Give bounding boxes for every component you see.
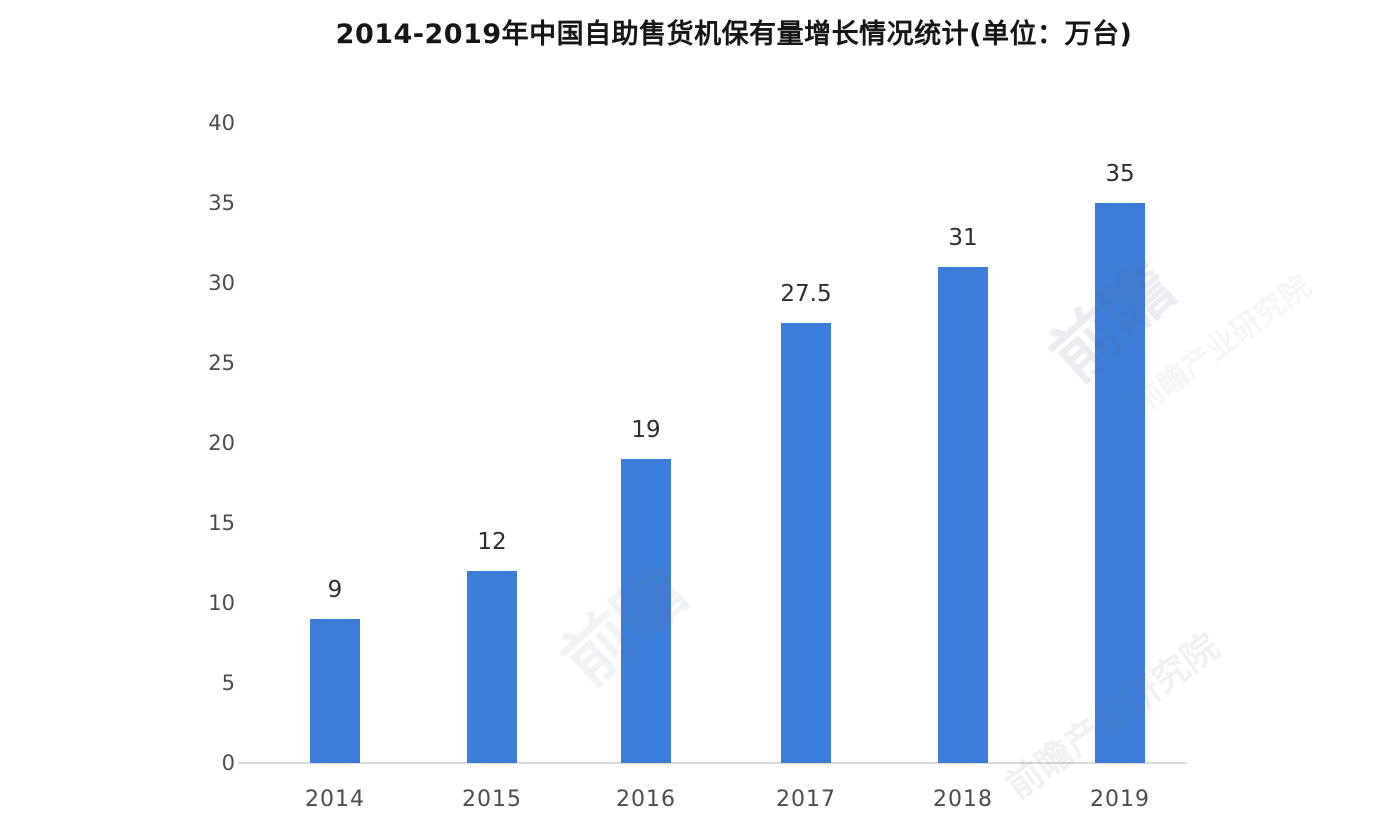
bar-value-label: 35: [1105, 161, 1135, 187]
y-axis-tick-label: 25: [208, 351, 235, 375]
x-axis-category-label: 2018: [933, 787, 993, 812]
watermark: 前瞻产业研究院: [1126, 268, 1318, 421]
bar-value-label: 12: [477, 529, 507, 555]
x-axis-category-label: 2019: [1090, 787, 1150, 812]
bar-2014: [310, 619, 360, 763]
x-axis-category-label: 2016: [616, 787, 676, 812]
y-axis-tick-label: 30: [208, 271, 235, 295]
y-axis-tick-label: 35: [208, 191, 235, 215]
bar-value-label: 9: [327, 577, 343, 603]
bar-2017: [781, 323, 831, 763]
x-axis-category-label: 2017: [776, 787, 836, 812]
watermark: 前瞻: [536, 539, 703, 704]
bar-2018: [938, 267, 988, 763]
x-axis-category-label: 2015: [462, 787, 522, 812]
x-axis-category-label: 2014: [305, 787, 365, 812]
y-axis-tick-label: 0: [221, 751, 235, 775]
y-axis-tick-label: 40: [208, 111, 235, 135]
y-axis-tick-label: 15: [208, 511, 235, 535]
bar-2015: [467, 571, 517, 763]
bar-value-label: 27.5: [780, 281, 832, 307]
y-axis-tick-label: 10: [208, 591, 235, 615]
bar-value-label: 19: [631, 417, 661, 443]
bar-2016: [621, 459, 671, 763]
y-axis-tick-label: 5: [221, 671, 235, 695]
x-axis-line: [238, 762, 1187, 764]
bar-2019: [1095, 203, 1145, 763]
y-axis-tick-label: 20: [208, 431, 235, 455]
bar-value-label: 31: [948, 225, 978, 251]
chart-title: 2014-2019年中国自助售货机保有量增长情况统计(单位：万台): [335, 19, 1133, 50]
